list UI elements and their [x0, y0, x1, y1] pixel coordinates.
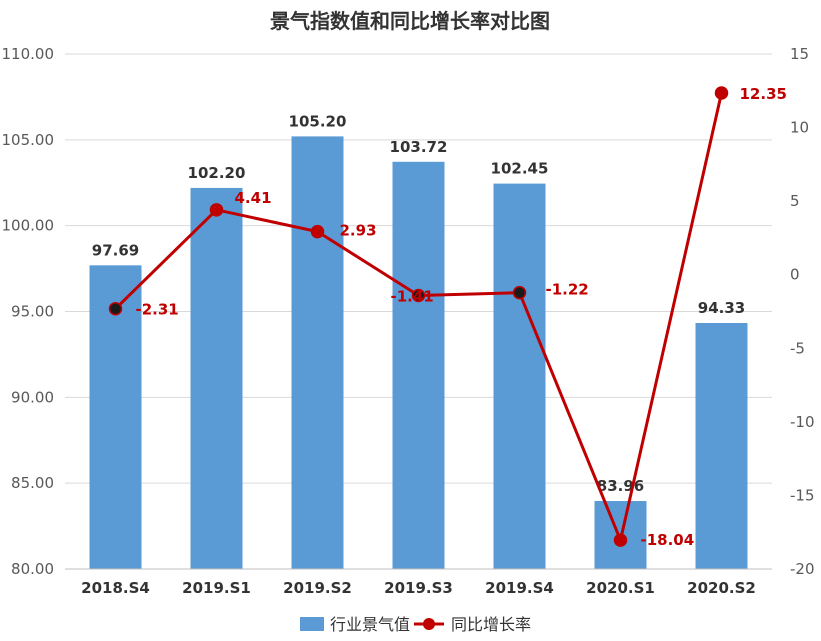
- x-tick-label: 2018.S4: [81, 579, 150, 597]
- line-point: [714, 86, 729, 100]
- line-data-label: -18.04: [641, 531, 695, 549]
- right-axis: -20 -15 -10 -5 0 5 10 15: [790, 45, 815, 578]
- bar-data-label: 94.33: [698, 299, 745, 317]
- bar-data-label: 102.45: [491, 160, 549, 178]
- line-series: -2.31 4.41 2.93 -1.41 -1.22 -18.04 12.35: [108, 85, 787, 549]
- x-tick-label: 2020.S1: [586, 579, 655, 597]
- y-right-tick-label: 15: [790, 45, 809, 63]
- left-axis: 80.00 85.00 90.00 95.00 100.00 105.00 110.00: [2, 45, 55, 578]
- line-data-label: 2.93: [340, 222, 377, 240]
- y-left-tick-label: 90.00: [11, 388, 54, 406]
- line-data-label: -1.22: [546, 281, 589, 299]
- x-axis: 2018.S4 2019.S1 2019.S2 2019.S3 2019.S4 2020.…: [65, 568, 772, 597]
- bar: [89, 265, 142, 569]
- y-left-tick-label: 100.00: [2, 217, 55, 235]
- legend: 行业景气值 同比增长率: [300, 615, 531, 634]
- y-left-tick-label: 80.00: [11, 560, 54, 578]
- bar: [291, 136, 344, 569]
- line-point: [613, 533, 628, 547]
- y-right-tick-label: 0: [790, 266, 800, 284]
- line-point: [108, 301, 123, 316]
- line-data-label: 4.41: [235, 189, 272, 207]
- x-tick-label: 2019.S2: [283, 579, 352, 597]
- line-data-label: -2.31: [136, 301, 179, 319]
- line-point: [411, 288, 426, 303]
- legend-bar-swatch: [300, 617, 324, 631]
- line-point: [512, 285, 527, 300]
- x-tick-label: 2019.S4: [485, 579, 554, 597]
- x-tick-label: 2019.S3: [384, 579, 453, 597]
- bar-data-label: 105.20: [289, 112, 347, 130]
- x-tick-label: 2020.S2: [687, 579, 756, 597]
- line-data-label: 12.35: [740, 85, 787, 103]
- legend-line-marker: [423, 618, 435, 630]
- line-data-label: -1.41: [391, 287, 434, 305]
- y-right-tick-label: -15: [790, 486, 815, 504]
- legend-line-label: 同比增长率: [451, 615, 531, 634]
- legend-bar-label: 行业景气值: [330, 615, 410, 634]
- y-left-tick-label: 85.00: [11, 474, 54, 492]
- bar-data-label: 102.20: [188, 164, 246, 182]
- y-right-tick-label: -10: [790, 413, 815, 431]
- y-right-tick-label: -20: [790, 560, 815, 578]
- line-point: [209, 203, 224, 217]
- bar-data-label: 103.72: [390, 138, 448, 156]
- bar: [493, 183, 546, 569]
- chart-title: 景气指数值和同比增长率对比图: [270, 9, 550, 33]
- y-left-tick-label: 105.00: [2, 131, 55, 149]
- y-right-tick-label: 10: [790, 119, 809, 137]
- x-tick-label: 2019.S1: [182, 579, 251, 597]
- line-point: [310, 224, 325, 239]
- y-right-tick-label: -5: [790, 339, 805, 357]
- bar-data-label: 83.96: [597, 477, 644, 495]
- bar-data-label: 97.69: [92, 241, 139, 259]
- bar-series: 97.69 102.20 105.20 103.72 102.45 83.96 94.33: [89, 112, 748, 569]
- bar: [190, 187, 243, 569]
- y-left-tick-label: 110.00: [2, 45, 55, 63]
- bar: [392, 161, 445, 569]
- bar: [695, 323, 748, 569]
- y-left-tick-label: 95.00: [11, 303, 54, 321]
- y-right-tick-label: 5: [790, 192, 800, 210]
